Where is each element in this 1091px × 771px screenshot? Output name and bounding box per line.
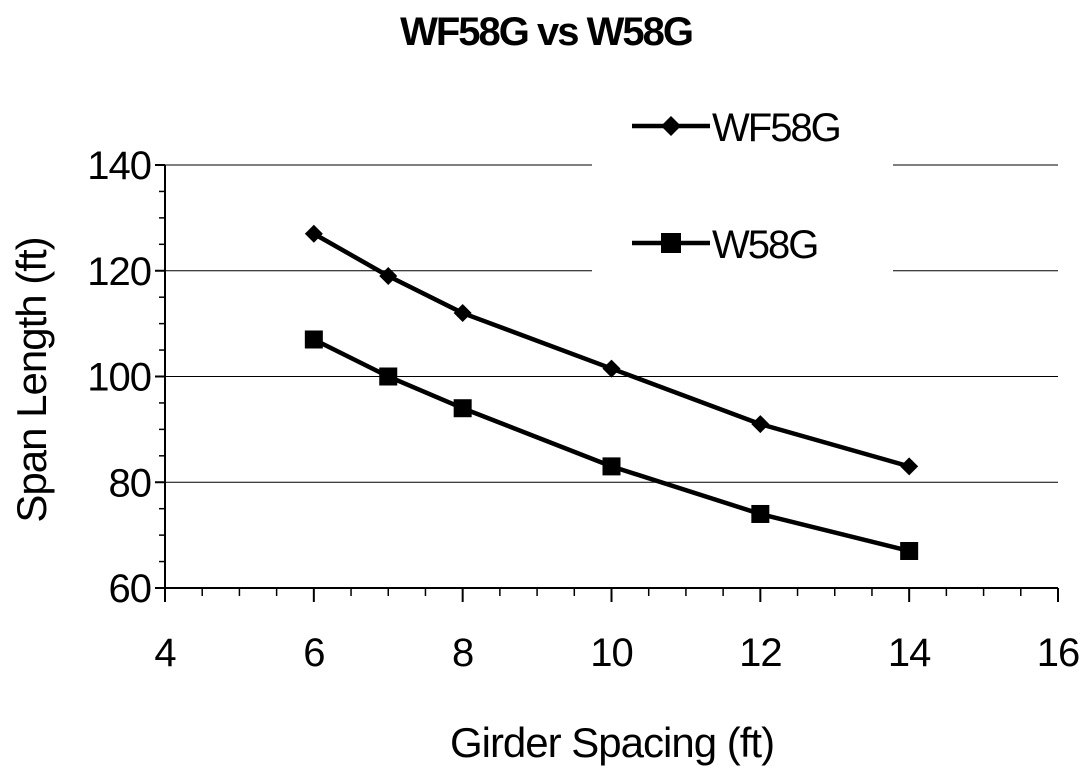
y-tick-label: 60 (109, 567, 152, 611)
square-marker (304, 330, 323, 349)
series-wf58g (304, 224, 919, 476)
diamond-marker (379, 267, 398, 286)
series-w58g (304, 330, 919, 560)
y-tick-label: 80 (109, 461, 152, 505)
x-tick-label: 8 (452, 631, 473, 675)
series-layer (304, 224, 919, 560)
x-axis-label: Girder Spacing (ft) (450, 719, 774, 766)
legend-label: W58G (712, 223, 817, 267)
y-tick-label: 120 (87, 250, 151, 294)
diamond-marker (453, 304, 472, 323)
series-line (312, 231, 910, 469)
x-tick-label: 16 (1037, 631, 1080, 675)
legend-marker (661, 116, 681, 136)
y-tick-label: 140 (87, 144, 151, 188)
y-tick-label: 100 (87, 356, 151, 400)
axes: 60 80 100 120 140 4 6 8 10 12 14 16 (87, 144, 1080, 675)
legend-marker (661, 233, 681, 253)
square-marker (379, 367, 398, 386)
x-tick-label: 10 (590, 631, 633, 675)
x-tick-label: 6 (303, 631, 324, 675)
legend: WF58G W58G (632, 106, 842, 267)
legend-item: W58G (632, 223, 819, 267)
series-line (312, 337, 910, 554)
y-axis-label: Span Length (ft) (8, 237, 55, 522)
chart-title: WF58G vs W58G (400, 10, 692, 54)
gridlines (165, 164, 1058, 483)
x-tick-label: 4 (154, 631, 176, 675)
square-marker (453, 399, 472, 418)
diamond-marker (304, 224, 323, 243)
diamond-marker (900, 457, 919, 476)
legend-label: WF58G (712, 106, 840, 150)
legend-item: WF58G (632, 106, 842, 150)
x-tick-label: 12 (739, 631, 782, 675)
square-marker (900, 541, 919, 560)
x-tick-label: 14 (888, 631, 931, 675)
diamond-marker (602, 359, 621, 378)
diamond-marker (751, 415, 770, 434)
square-marker (751, 504, 770, 523)
square-marker (602, 457, 621, 476)
